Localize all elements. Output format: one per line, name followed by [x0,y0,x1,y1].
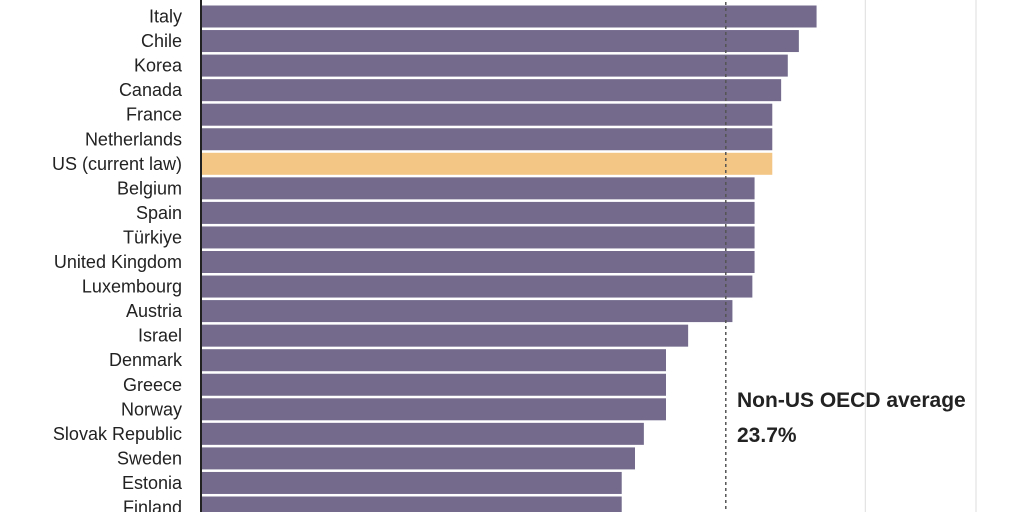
bar-finland [201,496,622,512]
bar-israel [201,324,689,347]
bar-italy [201,5,817,28]
label-sweden: Sweden [117,448,182,468]
category-labels: Italy Chile Korea Canada France Netherlands US… [52,7,183,512]
label-norway: Norway [121,399,182,419]
bars [201,5,817,512]
bar-luxembourg [201,275,753,298]
bar-netherlands [201,128,773,151]
label-us-current-law: US (current law) [52,154,182,174]
bar-spain [201,201,755,224]
label-israel: Israel [138,326,182,346]
label-france: France [126,105,182,125]
bar-canada [201,79,782,102]
label-chile: Chile [141,31,182,51]
gridlines [864,0,977,512]
oecd-average-value: 23.7% [737,424,797,447]
bar-united-kingdom [201,251,755,273]
label-greece: Greece [123,375,182,395]
bar-estonia [201,471,622,494]
label-luxembourg: Luxembourg [82,277,182,297]
oecd-average-label: Non-US OECD average [737,389,966,412]
label-canada: Canada [119,80,183,100]
bar-greece [201,373,666,396]
label-estonia: Estonia [122,473,183,493]
bar-belgium [201,177,755,200]
bar-sweden [201,447,635,470]
bar-t-rkiye [201,226,755,249]
label-italy: Italy [149,7,182,27]
bar-slovak-republic [201,422,644,445]
bar-france [201,103,773,126]
bar-chile [201,30,799,53]
label-united-kingdom: United Kingdom [54,252,182,272]
label-korea: Korea [134,56,183,76]
label-slovak-republic: Slovak Republic [53,424,182,444]
label-finland: Finland [123,498,182,512]
label-denmark: Denmark [109,350,183,370]
bar-norway [201,398,666,421]
bar-korea [201,54,788,77]
label-netherlands: Netherlands [85,129,182,149]
bar-austria [201,300,733,323]
label-t-rkiye: Türkiye [123,227,182,247]
label-austria: Austria [126,301,183,321]
label-belgium: Belgium [117,178,182,198]
label-spain: Spain [136,203,182,223]
bar-us-current-law [201,152,773,175]
bar-denmark [201,349,666,372]
